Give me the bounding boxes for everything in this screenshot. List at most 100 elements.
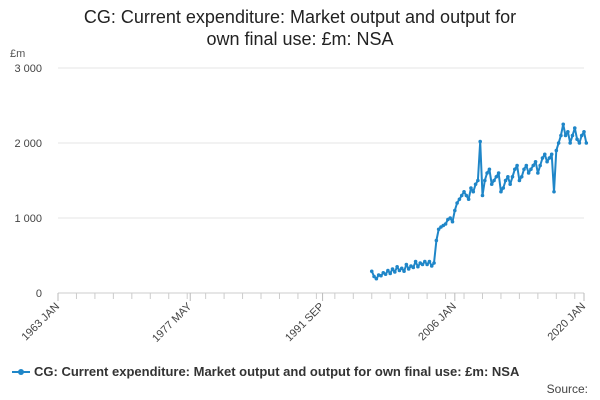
source-label: Source: — [546, 382, 588, 396]
data-point — [540, 156, 545, 160]
data-point — [413, 259, 418, 264]
data-point — [423, 259, 427, 264]
data-point — [388, 271, 393, 276]
data-point — [369, 269, 374, 274]
data-point — [448, 216, 452, 220]
data-point — [436, 227, 441, 232]
data-point — [469, 186, 473, 190]
data-point — [552, 189, 556, 194]
data-point — [480, 193, 485, 198]
data-point — [404, 262, 409, 267]
data-point — [506, 174, 510, 179]
data-point — [517, 178, 522, 183]
data-point — [526, 171, 531, 175]
y-tick-label: 3 000 — [14, 63, 42, 75]
x-tick-label: 2020 JAN — [545, 301, 588, 344]
data-point — [374, 276, 379, 281]
data-point — [443, 222, 448, 226]
data-point — [554, 148, 559, 153]
y-tick-label: 0 — [36, 288, 42, 300]
gridlines — [58, 67, 584, 219]
data-point — [501, 186, 506, 190]
data-point — [503, 178, 508, 183]
data-point — [547, 156, 552, 160]
data-point — [471, 189, 476, 194]
data-point — [390, 267, 395, 271]
x-tick-label: 1977 MAY — [150, 300, 195, 345]
data-point — [492, 178, 496, 183]
data-point — [450, 219, 455, 224]
data-point — [566, 129, 570, 134]
data-point — [515, 163, 519, 168]
data-point — [582, 129, 586, 134]
data-point — [459, 193, 464, 198]
data-point — [393, 270, 397, 274]
data-point — [556, 141, 561, 145]
data-point — [476, 178, 480, 183]
data-point — [510, 174, 515, 179]
data-point — [432, 261, 436, 265]
data-point — [395, 264, 399, 269]
legend[interactable]: CG: Current expenditure: Market output a… — [12, 364, 519, 379]
data-point — [386, 268, 390, 273]
series-group — [369, 122, 589, 281]
data-point — [542, 152, 547, 157]
data-point — [529, 167, 533, 172]
data-point — [411, 265, 416, 270]
data-point — [563, 133, 568, 138]
data-point — [457, 197, 462, 202]
data-point — [508, 182, 512, 187]
data-point — [577, 141, 582, 145]
data-point — [496, 171, 501, 175]
data-point — [464, 193, 469, 198]
data-point — [559, 133, 563, 138]
data-point — [425, 262, 429, 267]
data-point — [455, 201, 459, 205]
data-point — [383, 272, 388, 277]
data-point — [533, 159, 538, 164]
data-point — [549, 152, 554, 157]
data-point — [531, 163, 536, 168]
data-point — [399, 266, 404, 271]
data-point — [561, 122, 566, 127]
data-point — [536, 171, 540, 175]
legend-swatch-icon — [12, 368, 30, 375]
data-point — [416, 264, 420, 269]
data-point — [402, 269, 406, 274]
y-tick-label: 1 000 — [14, 213, 42, 225]
data-point — [478, 139, 482, 144]
y-tick-label: 2 000 — [14, 138, 42, 150]
data-point — [372, 274, 376, 279]
data-point — [473, 182, 478, 187]
data-point — [453, 208, 457, 213]
data-point — [420, 262, 425, 267]
data-point — [512, 167, 517, 172]
data-point — [397, 268, 402, 273]
data-point — [545, 159, 549, 164]
data-point — [487, 167, 492, 172]
series-line — [370, 123, 588, 280]
data-point — [579, 133, 584, 138]
data-point — [379, 273, 383, 278]
data-point — [572, 126, 577, 130]
x-tick-label: 1991 SEP — [283, 301, 327, 345]
chart-title: CG: Current expenditure: Market output a… — [0, 6, 600, 50]
data-point — [434, 238, 439, 243]
legend-label: CG: Current expenditure: Market output a… — [34, 364, 520, 379]
x-tick-label: 1963 JAN — [19, 301, 62, 344]
data-point — [519, 174, 524, 179]
data-point — [429, 264, 434, 268]
data-point — [489, 182, 494, 187]
data-point — [427, 259, 432, 264]
data-point — [584, 141, 589, 145]
data-point — [570, 133, 575, 138]
chart-title-line-1: CG: Current expenditure: Market output a… — [83, 7, 517, 27]
chart-title-line-2: own final use: £m: NSA — [206, 29, 394, 49]
data-point — [485, 171, 489, 175]
data-point — [494, 174, 499, 179]
x-tick-label: 2006 JAN — [416, 301, 459, 344]
data-point — [522, 167, 526, 172]
data-point — [466, 197, 471, 202]
data-point — [462, 189, 466, 194]
